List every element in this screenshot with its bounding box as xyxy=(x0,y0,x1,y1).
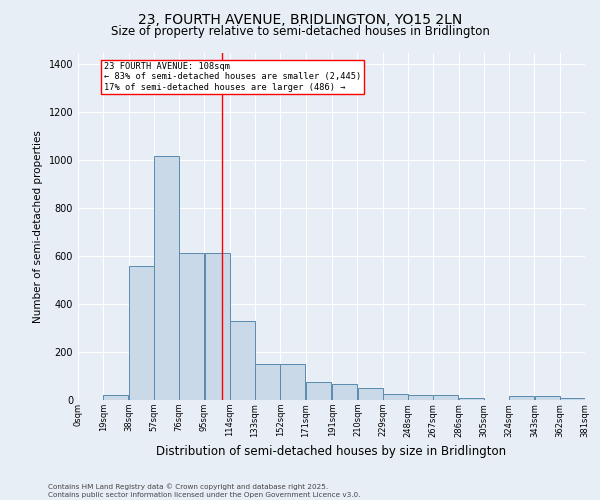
Bar xyxy=(535,396,560,400)
Bar xyxy=(230,321,255,400)
Text: 23 FOURTH AVENUE: 108sqm
← 83% of semi-detached houses are smaller (2,445)
17% o: 23 FOURTH AVENUE: 108sqm ← 83% of semi-d… xyxy=(104,62,361,92)
Y-axis label: Number of semi-detached properties: Number of semi-detached properties xyxy=(33,130,43,322)
Bar xyxy=(179,252,204,400)
Bar xyxy=(560,398,585,400)
Text: Contains HM Land Registry data © Crown copyright and database right 2025.
Contai: Contains HM Land Registry data © Crown c… xyxy=(48,484,361,498)
Bar xyxy=(129,266,154,400)
Bar xyxy=(459,398,484,400)
Text: Size of property relative to semi-detached houses in Bridlington: Size of property relative to semi-detach… xyxy=(110,25,490,38)
Bar xyxy=(358,388,383,400)
Bar xyxy=(205,252,230,400)
Bar xyxy=(332,384,357,400)
Bar xyxy=(103,395,128,400)
Bar xyxy=(433,395,458,400)
Bar xyxy=(408,395,433,400)
Bar xyxy=(280,364,305,400)
Bar xyxy=(154,156,179,400)
Bar xyxy=(255,364,280,400)
Bar xyxy=(509,396,534,400)
Bar xyxy=(306,382,331,400)
Bar xyxy=(383,394,408,400)
X-axis label: Distribution of semi-detached houses by size in Bridlington: Distribution of semi-detached houses by … xyxy=(157,445,506,458)
Text: 23, FOURTH AVENUE, BRIDLINGTON, YO15 2LN: 23, FOURTH AVENUE, BRIDLINGTON, YO15 2LN xyxy=(138,12,462,26)
